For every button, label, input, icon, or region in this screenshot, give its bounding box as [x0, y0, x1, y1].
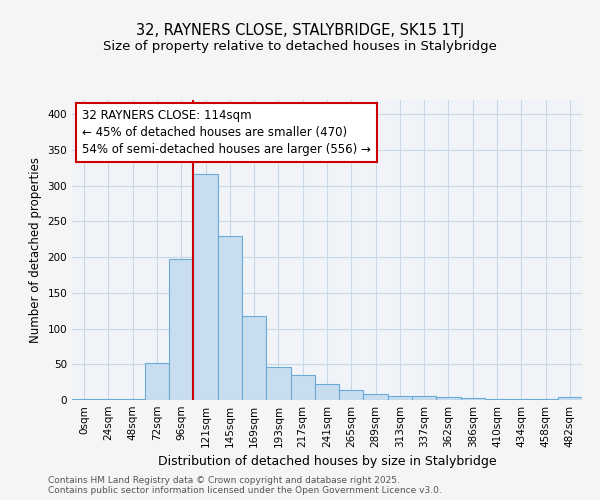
- X-axis label: Distribution of detached houses by size in Stalybridge: Distribution of detached houses by size …: [158, 456, 496, 468]
- Bar: [315, 384, 339, 400]
- Bar: [558, 397, 582, 400]
- Text: Size of property relative to detached houses in Stalybridge: Size of property relative to detached ho…: [103, 40, 497, 53]
- Bar: [436, 397, 461, 400]
- Y-axis label: Number of detached properties: Number of detached properties: [29, 157, 42, 343]
- Bar: [290, 375, 315, 400]
- Text: 32, RAYNERS CLOSE, STALYBRIDGE, SK15 1TJ: 32, RAYNERS CLOSE, STALYBRIDGE, SK15 1TJ: [136, 22, 464, 38]
- Bar: [388, 396, 412, 400]
- Bar: [145, 363, 169, 400]
- Bar: [485, 398, 509, 400]
- Text: 32 RAYNERS CLOSE: 114sqm
← 45% of detached houses are smaller (470)
54% of semi-: 32 RAYNERS CLOSE: 114sqm ← 45% of detach…: [82, 109, 371, 156]
- Bar: [169, 260, 193, 400]
- Bar: [193, 174, 218, 400]
- Bar: [461, 398, 485, 400]
- Bar: [266, 367, 290, 400]
- Bar: [412, 396, 436, 400]
- Bar: [339, 390, 364, 400]
- Bar: [218, 236, 242, 400]
- Text: Contains HM Land Registry data © Crown copyright and database right 2025.
Contai: Contains HM Land Registry data © Crown c…: [48, 476, 442, 495]
- Bar: [364, 394, 388, 400]
- Bar: [242, 316, 266, 400]
